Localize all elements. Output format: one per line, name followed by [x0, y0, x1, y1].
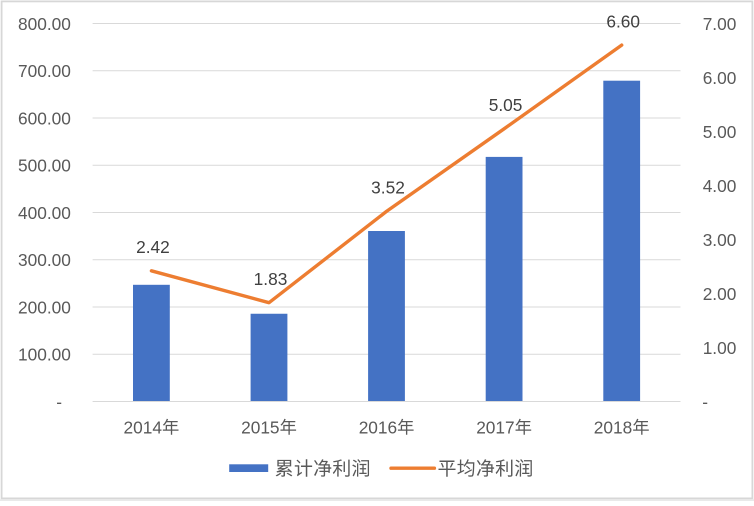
- svg-text:2.42: 2.42: [136, 237, 170, 257]
- svg-text:500.00: 500.00: [18, 156, 71, 176]
- svg-text:400.00: 400.00: [18, 203, 71, 223]
- svg-text:2014: 2014: [124, 417, 163, 437]
- svg-text:1.00: 1.00: [703, 338, 737, 358]
- svg-text:5.05: 5.05: [489, 95, 523, 115]
- svg-text:6.60: 6.60: [606, 11, 640, 31]
- svg-text:2015: 2015: [241, 417, 279, 437]
- svg-text:5.00: 5.00: [703, 122, 737, 142]
- svg-text:2017: 2017: [476, 417, 514, 437]
- svg-text:800.00: 800.00: [18, 14, 71, 34]
- svg-text:3.00: 3.00: [703, 230, 737, 250]
- svg-text:700.00: 700.00: [18, 61, 71, 81]
- svg-text:300.00: 300.00: [18, 250, 71, 270]
- svg-text:-: -: [56, 392, 62, 412]
- svg-text:3.52: 3.52: [371, 178, 405, 198]
- svg-text:200.00: 200.00: [18, 297, 71, 317]
- svg-text:7.00: 7.00: [703, 14, 737, 34]
- svg-text:2016: 2016: [359, 417, 397, 437]
- svg-text:4.00: 4.00: [703, 176, 737, 196]
- svg-text:100.00: 100.00: [18, 345, 71, 365]
- svg-text:-: -: [702, 392, 708, 412]
- svg-text:6.00: 6.00: [703, 68, 737, 88]
- svg-text:2018: 2018: [594, 417, 632, 437]
- svg-text:600.00: 600.00: [18, 108, 71, 128]
- svg-text:1.83: 1.83: [254, 269, 288, 289]
- svg-text:2.00: 2.00: [703, 284, 737, 304]
